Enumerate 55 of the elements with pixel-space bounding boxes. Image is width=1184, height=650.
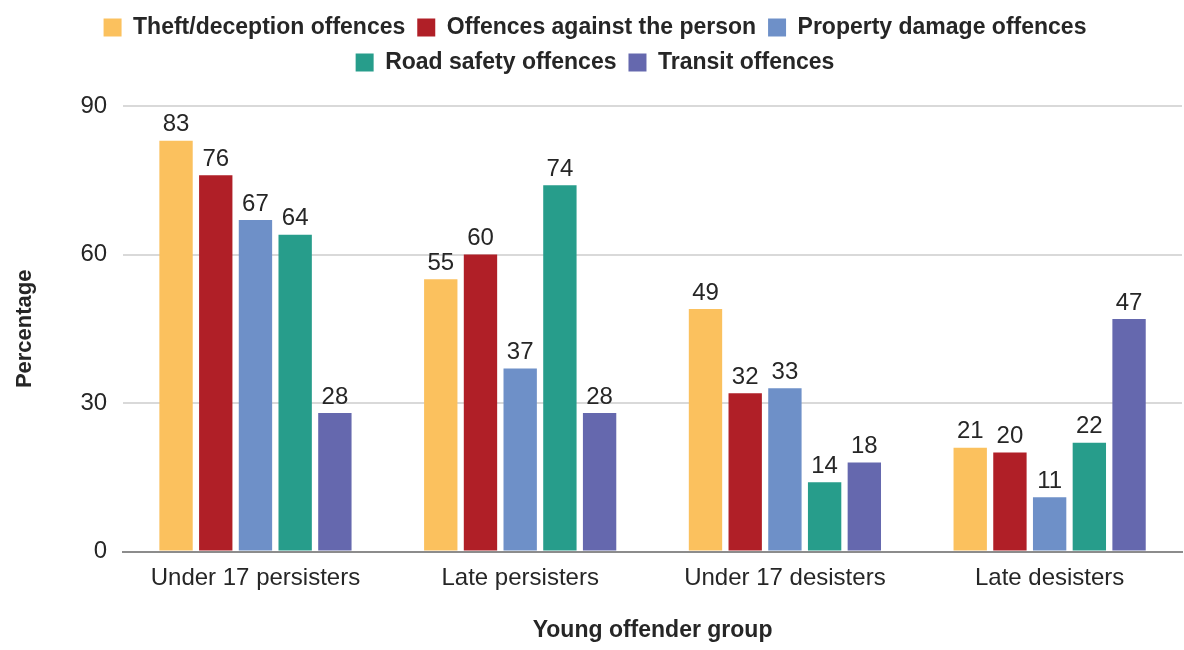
data-label: 74 [546, 153, 574, 181]
y-tick-label: 60 [80, 239, 108, 267]
bar [688, 309, 723, 551]
bar [953, 447, 987, 551]
data-label: 20 [996, 421, 1024, 449]
bar [199, 175, 233, 551]
x-tick-label: Under 17 desisters [684, 562, 886, 590]
x-tick-label: Late desisters [974, 562, 1125, 590]
bar [278, 234, 312, 551]
y-tick-label: 0 [93, 536, 108, 564]
legend-label: Offences against the person [446, 12, 757, 39]
data-label: 76 [202, 143, 230, 171]
bar [728, 393, 762, 551]
x-tick-label: Under 17 persisters [150, 562, 361, 590]
data-label: 64 [281, 203, 309, 231]
bar [463, 254, 498, 551]
bar [768, 388, 802, 551]
data-label: 67 [242, 188, 269, 216]
data-label: 14 [811, 450, 838, 478]
legend-label: Transit offences [657, 47, 835, 74]
bar [847, 462, 882, 551]
data-label: 47 [1115, 287, 1143, 315]
y-axis-title: Percentage [11, 269, 37, 389]
legend-label: Property damage offences [797, 12, 1087, 39]
bar [424, 279, 458, 551]
data-label: 28 [321, 381, 349, 409]
data-label: 83 [162, 109, 190, 137]
bar [503, 368, 537, 551]
bar [1112, 318, 1146, 551]
legend-label: Road safety offences [385, 47, 617, 74]
bar [993, 452, 1027, 551]
data-label: 18 [850, 431, 878, 459]
data-label: 33 [771, 356, 799, 384]
bar [1072, 442, 1107, 551]
data-label: 60 [467, 223, 494, 251]
data-label: 37 [506, 337, 534, 365]
bar [543, 185, 577, 551]
data-label: 28 [586, 381, 613, 409]
bar [159, 140, 193, 551]
y-tick-label: 30 [80, 387, 108, 415]
data-label: 22 [1075, 411, 1103, 439]
bar [807, 482, 842, 551]
x-tick-label: Late persisters [441, 562, 599, 590]
data-label: 55 [427, 247, 455, 275]
bar [318, 412, 352, 551]
legend-label: Theft/deception offences [133, 12, 406, 39]
data-label: 11 [1037, 465, 1063, 493]
bar [582, 412, 617, 551]
x-axis-title: Young offender group [532, 615, 773, 642]
y-tick-label: 90 [80, 90, 108, 118]
data-label: 32 [731, 361, 759, 389]
bar [238, 219, 273, 551]
data-label: 21 [956, 416, 984, 444]
data-label: 49 [692, 277, 719, 305]
bar [1032, 497, 1067, 551]
